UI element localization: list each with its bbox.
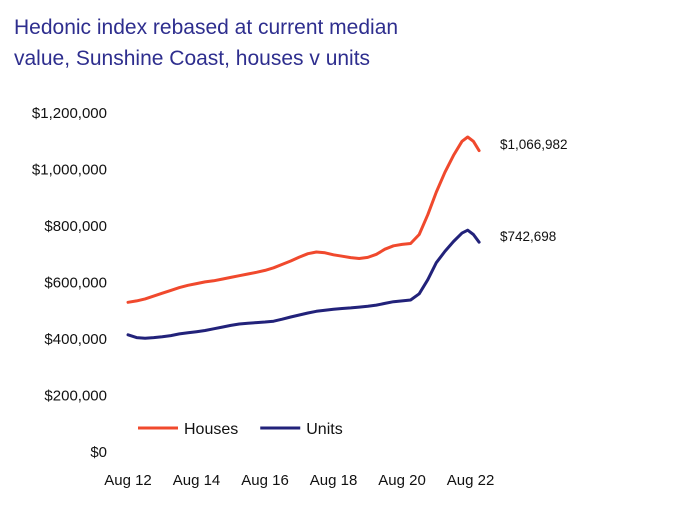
x-tick-label: Aug 12 xyxy=(104,472,152,489)
series-line-units xyxy=(126,228,481,340)
chart-title-line-1: Hedonic index rebased at current median xyxy=(14,16,399,39)
end-value-label-houses: $1,066,982 xyxy=(500,137,568,152)
legend-label-houses: Houses xyxy=(184,421,238,438)
x-tick-label: Aug 20 xyxy=(378,472,426,489)
y-tick-label: $0 xyxy=(90,444,107,461)
chart-title: Hedonic index rebased at current median … xyxy=(14,12,654,74)
x-tick-label: Aug 18 xyxy=(310,472,358,489)
y-tick-label: $600,000 xyxy=(44,275,107,292)
y-tick-label: $400,000 xyxy=(44,331,107,348)
x-tick-label: Aug 16 xyxy=(241,472,289,489)
y-tick-label: $1,000,000 xyxy=(32,162,107,179)
end-value-label-units: $742,698 xyxy=(500,229,556,244)
series-line-houses xyxy=(126,135,481,304)
x-tick-label: Aug 22 xyxy=(447,472,495,489)
x-tick-label: Aug 14 xyxy=(173,472,221,489)
chart-title-line-2: value, Sunshine Coast, houses v units xyxy=(14,47,371,70)
y-tick-label: $1,200,000 xyxy=(32,105,107,122)
y-tick-label: $800,000 xyxy=(44,218,107,235)
y-tick-label: $200,000 xyxy=(44,388,107,405)
legend-label-units: Units xyxy=(306,421,342,438)
